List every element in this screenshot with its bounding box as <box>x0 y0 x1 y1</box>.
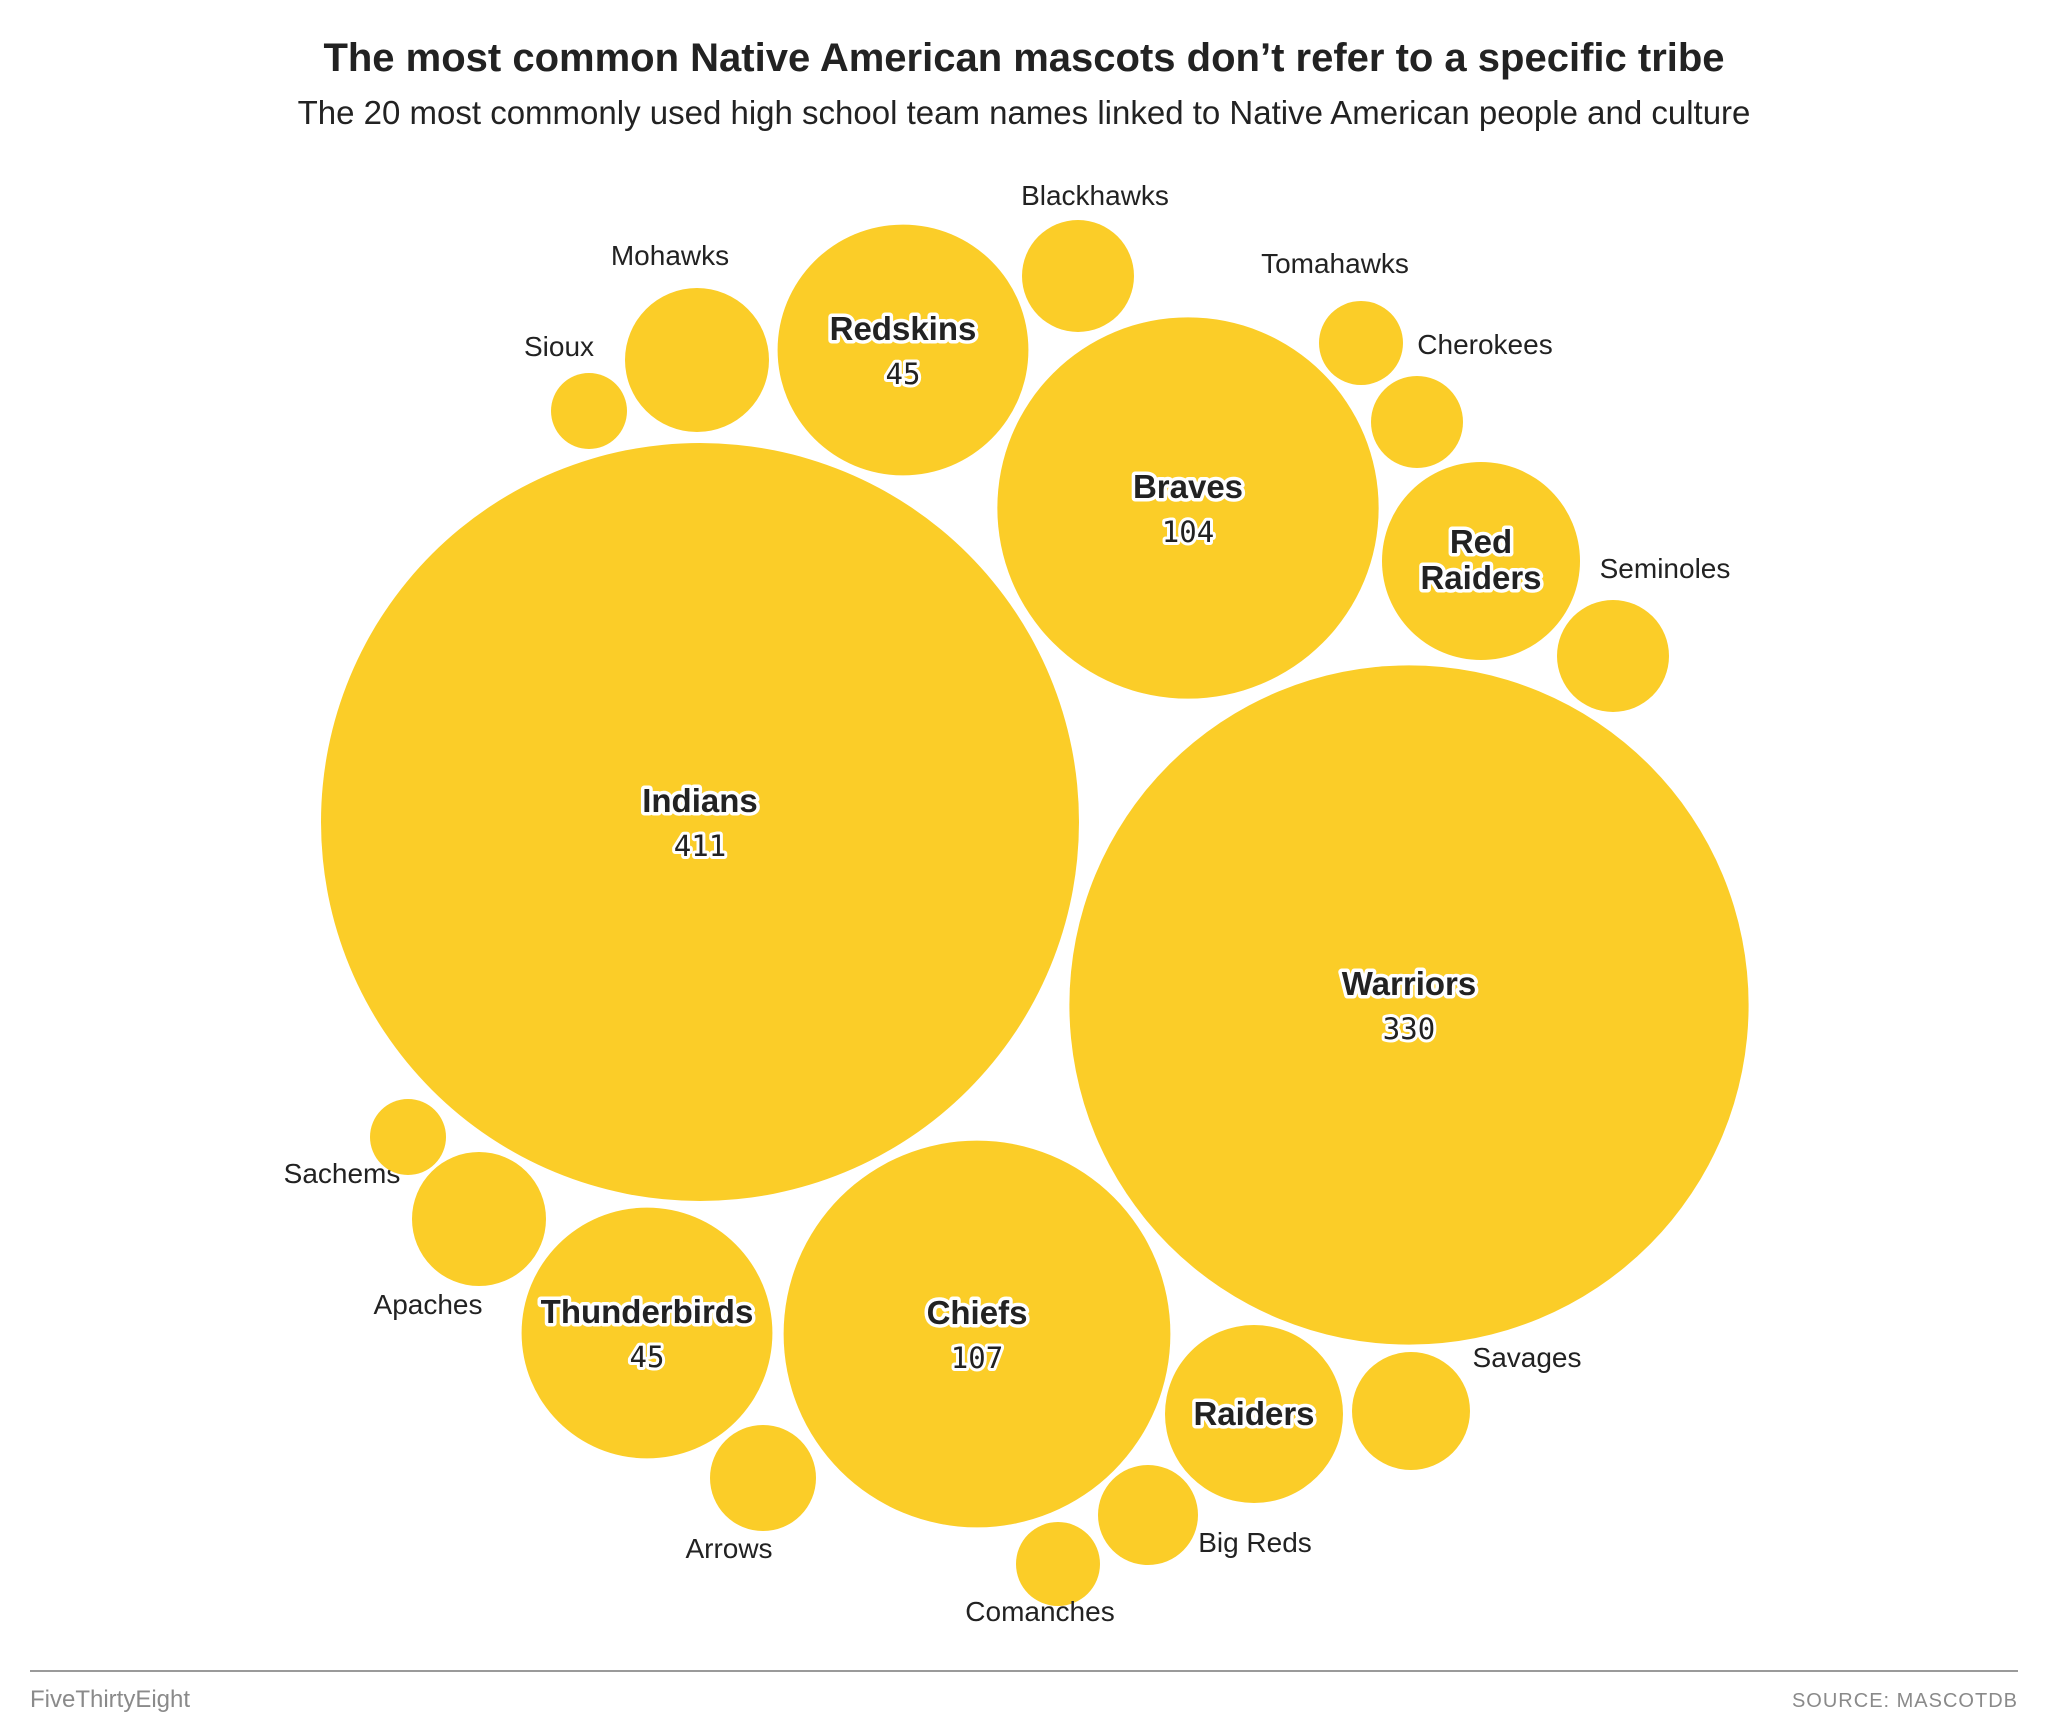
bubble-seminoles <box>1557 600 1669 712</box>
footer-brand: FiveThirtyEight <box>30 1686 191 1713</box>
bubble-braves <box>997 317 1379 699</box>
chart-title: The most common Native American mascots … <box>323 36 1725 80</box>
bubble-cherokees <box>1371 376 1463 468</box>
bubble-apaches <box>370 1099 446 1175</box>
bubble-label-raiders: Raiders <box>1193 1395 1314 1432</box>
bubble-label-thunderbirds: Thunderbirds <box>541 1293 754 1330</box>
bubble-label-indians: Indians <box>642 782 758 819</box>
chart-subtitle: The 20 most commonly used high school te… <box>297 94 1751 131</box>
bubble-mohawks <box>625 288 769 432</box>
bubble-label-warriors: Warriors <box>1342 965 1476 1002</box>
bubble-label-braves: Braves <box>1133 468 1243 505</box>
bubble-value-thunderbirds: 45 <box>630 1340 665 1374</box>
bubble-label-red-raiders: Raiders <box>1420 559 1541 596</box>
bubble-red-raiders <box>1382 462 1580 660</box>
bubble-label-comanches: Comanches <box>965 1596 1114 1627</box>
bubble-label-red-raiders: Red <box>1450 523 1512 560</box>
bubble-value-indians: 411 <box>674 829 726 863</box>
footer-source: SOURCE: MASCOTDB <box>1791 1690 2018 1712</box>
bubble-value-warriors: 330 <box>1383 1012 1435 1046</box>
bubble-thunderbirds <box>521 1207 773 1459</box>
bubble-label-blackhawks: Blackhawks <box>1021 180 1169 211</box>
bubble-label-chiefs: Chiefs <box>927 1294 1028 1331</box>
bubble-blackhawks <box>1022 220 1134 332</box>
bubble-comanches <box>1016 1522 1100 1606</box>
bubble-value-redskins: 45 <box>886 357 921 391</box>
bubble-arrows <box>710 1425 816 1531</box>
bubble-label-cherokees: Cherokees <box>1417 329 1552 360</box>
bubble-big-reds <box>1098 1465 1198 1565</box>
bubble-warriors <box>1069 665 1749 1345</box>
footer-divider <box>30 1670 2018 1672</box>
bubble-redskins <box>777 224 1029 476</box>
bubble-sioux <box>551 373 627 449</box>
bubble-chiefs <box>783 1140 1171 1528</box>
bubbles: Indians 411 Warriors 330 Chiefs 107 Braves 104 R… <box>284 180 1749 1627</box>
bubble-label-savages: Savages <box>1473 1342 1582 1373</box>
bubble-label-apaches: Apaches <box>374 1289 483 1320</box>
bubble-label-sioux: Sioux <box>524 331 594 362</box>
bubble-value-chiefs: 107 <box>951 1341 1003 1375</box>
bubble-label-mohawks: Mohawks <box>611 240 729 271</box>
bubble-label-arrows: Arrows <box>685 1533 772 1564</box>
bubble-sachems <box>412 1152 546 1286</box>
bubble-raiders <box>1165 1325 1343 1503</box>
bubble-tomahawks <box>1319 301 1403 385</box>
bubble-value-braves: 104 <box>1162 515 1214 549</box>
bubble-savages <box>1352 1352 1470 1470</box>
bubble-label-redskins: Redskins <box>830 310 977 347</box>
bubble-indians <box>321 443 1079 1201</box>
bubble-label-tomahawks: Tomahawks <box>1261 248 1409 279</box>
bubble-label-seminoles: Seminoles <box>1600 553 1731 584</box>
bubble-label-big-reds: Big Reds <box>1198 1527 1312 1558</box>
